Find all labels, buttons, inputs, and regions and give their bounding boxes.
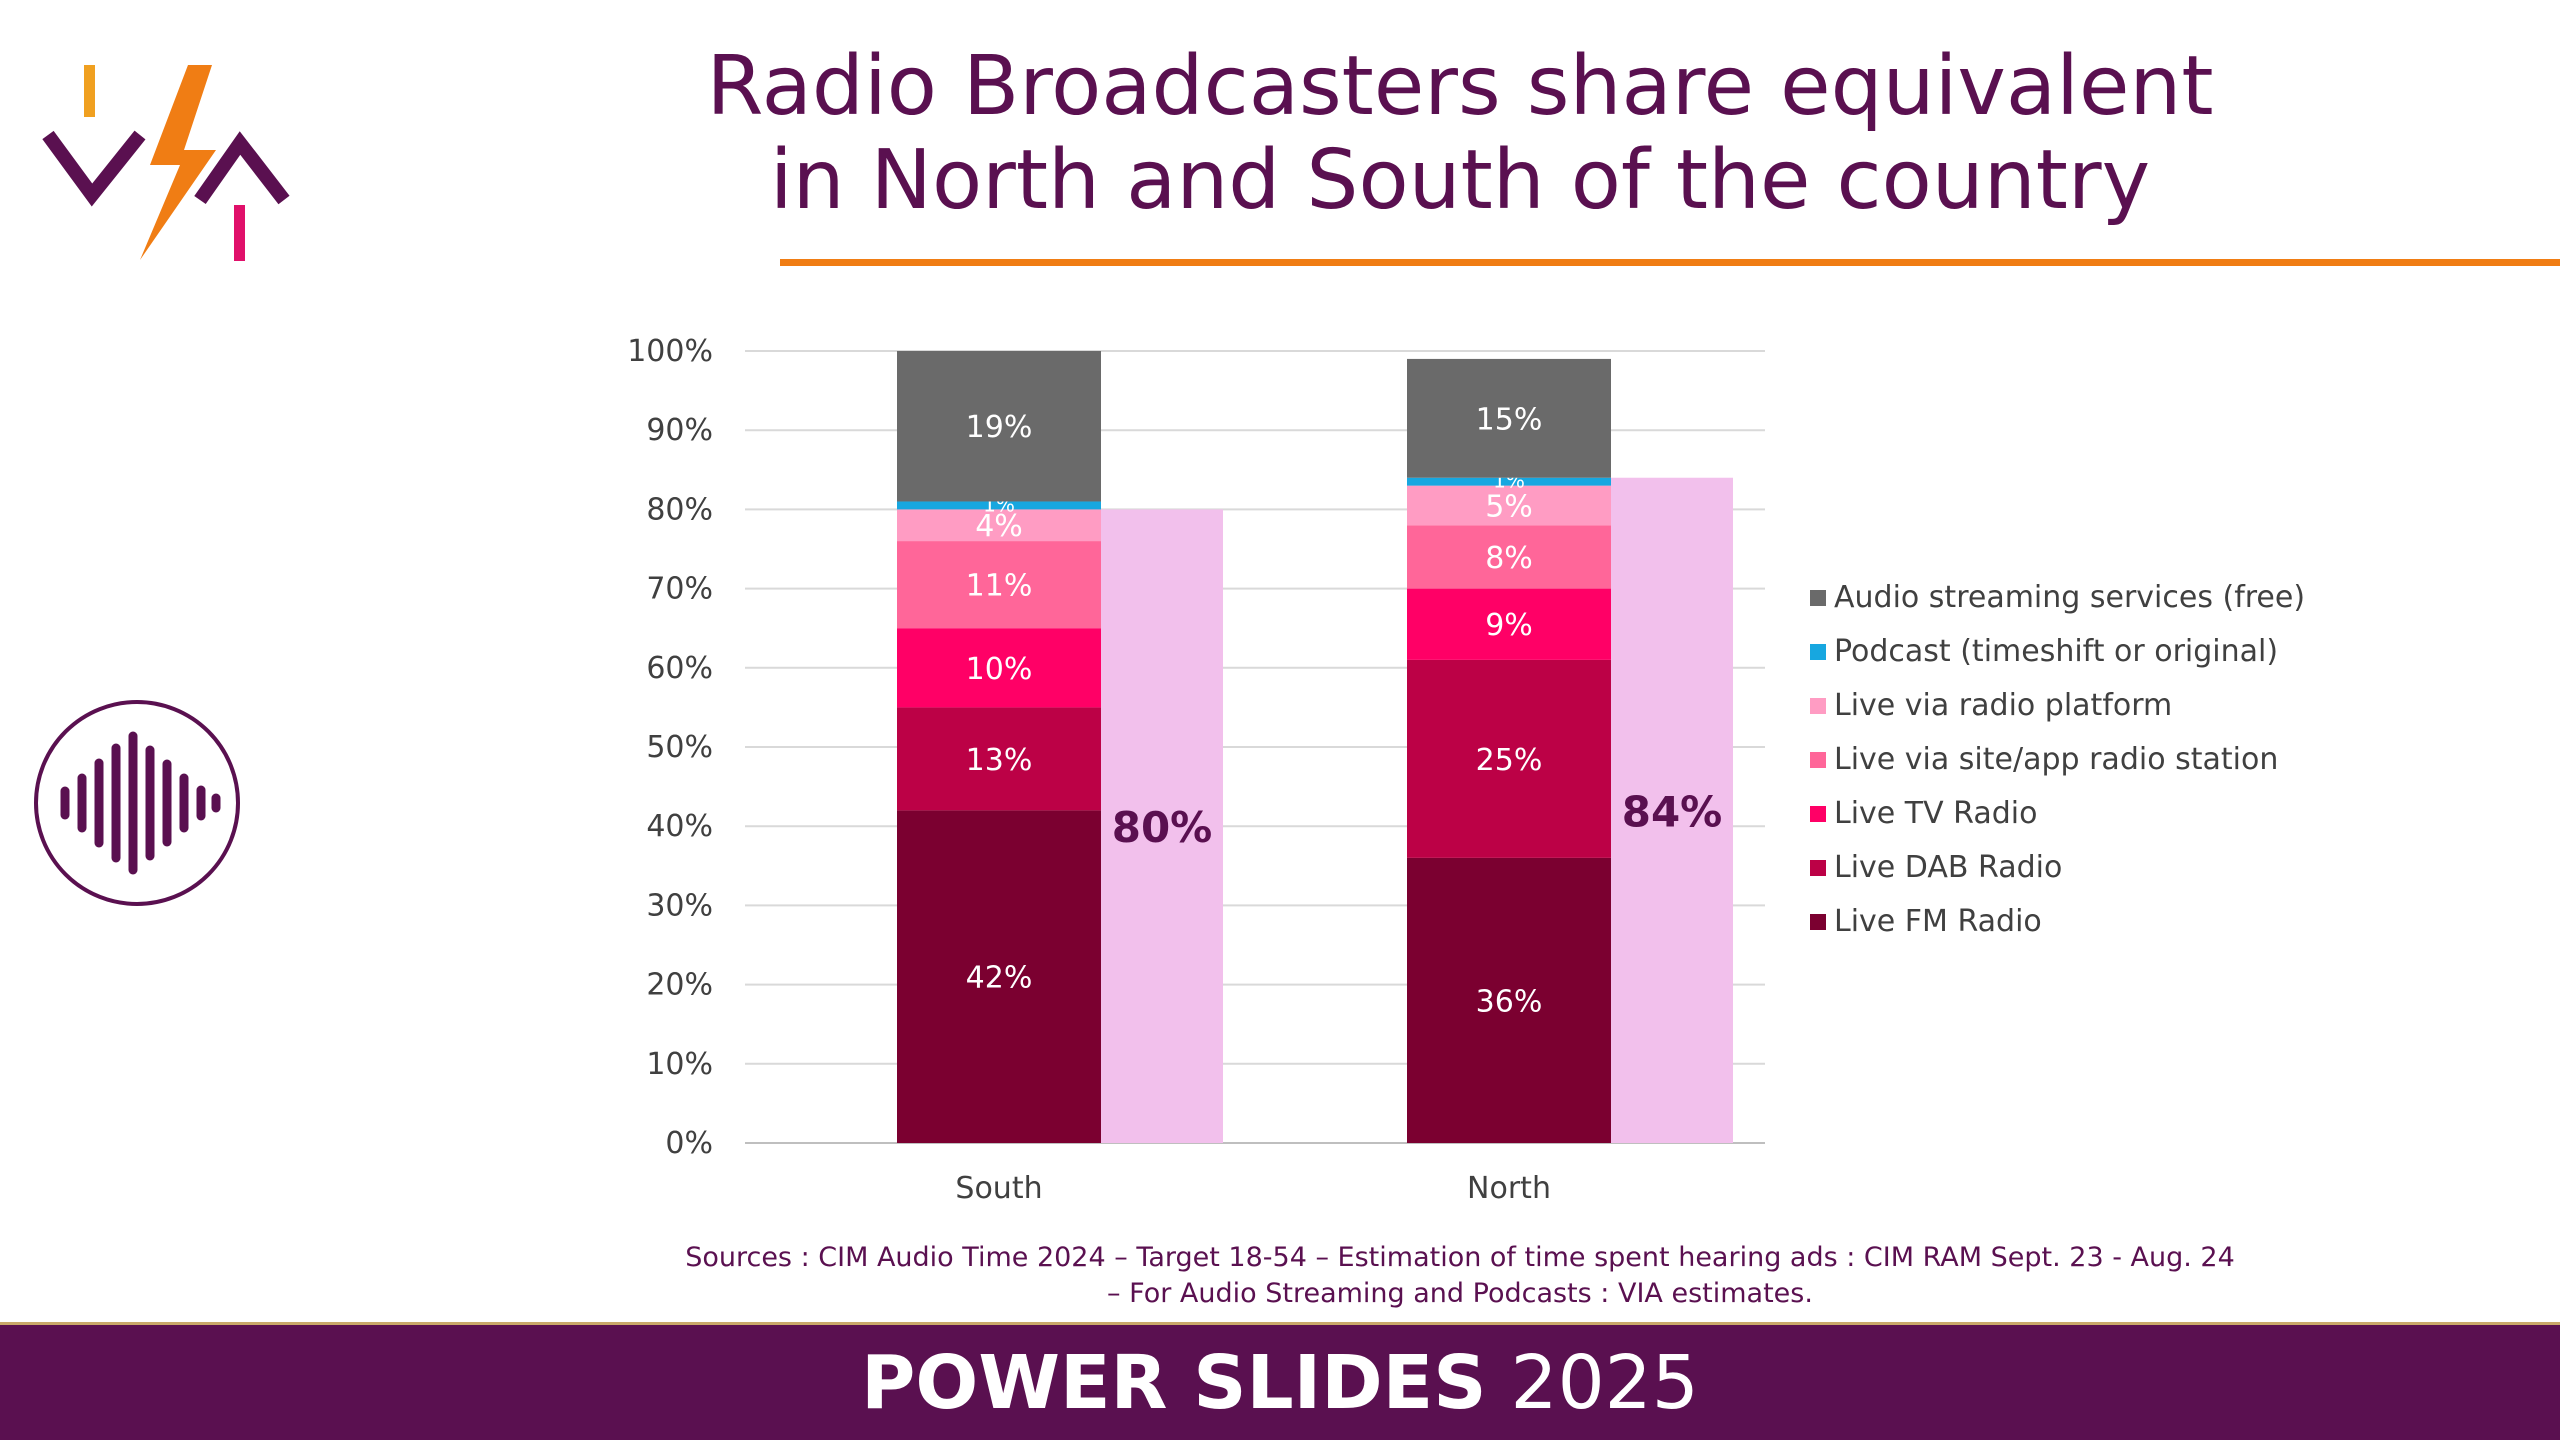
legend-label: Podcast (timeshift or original) bbox=[1834, 634, 2278, 669]
legend-swatch bbox=[1810, 698, 1826, 714]
y-tick-label: 50% bbox=[646, 730, 713, 765]
bar-segment bbox=[1407, 485, 1611, 526]
y-tick-label: 10% bbox=[646, 1047, 713, 1082]
data-label: 9% bbox=[1485, 608, 1533, 643]
title-line-1: Radio Broadcasters share equivalent bbox=[706, 39, 2214, 134]
y-tick-label: 40% bbox=[646, 809, 713, 844]
data-label: 42% bbox=[966, 961, 1033, 996]
legend-swatch bbox=[1810, 860, 1826, 876]
via-logo-icon bbox=[42, 65, 290, 261]
radio-total-label: 84% bbox=[1622, 787, 1723, 836]
data-label: 5% bbox=[1485, 489, 1533, 524]
bar-segment bbox=[897, 351, 1101, 502]
bar-segment bbox=[897, 501, 1101, 510]
sound-wave-icon bbox=[34, 700, 240, 906]
y-tick-label: 70% bbox=[646, 572, 713, 607]
y-tick-label: 80% bbox=[646, 492, 713, 527]
radio-total-bar bbox=[1611, 477, 1733, 1144]
sources-line-1: Sources : CIM Audio Time 2024 – Target 1… bbox=[685, 1242, 2235, 1273]
legend-swatch bbox=[1810, 914, 1826, 930]
bar-segment bbox=[1407, 659, 1611, 858]
legend-swatch bbox=[1810, 590, 1826, 606]
legend-swatch bbox=[1810, 752, 1826, 768]
y-tick-label: 60% bbox=[646, 651, 713, 686]
legend-swatch bbox=[1810, 806, 1826, 822]
data-label: 36% bbox=[1476, 984, 1543, 1019]
legend-label: Live DAB Radio bbox=[1834, 850, 2062, 885]
bar-segment bbox=[1407, 857, 1611, 1143]
data-label: 13% bbox=[966, 743, 1033, 778]
footer-banner: POWER SLIDES 2025 bbox=[0, 1322, 2560, 1440]
y-tick-label: 0% bbox=[665, 1126, 713, 1161]
footer-brand: POWER SLIDES bbox=[861, 1339, 1487, 1426]
legend-swatch bbox=[1810, 644, 1826, 660]
data-label: 25% bbox=[1476, 743, 1543, 778]
legend-label: Live via site/app radio station bbox=[1834, 742, 2278, 777]
bar-segment bbox=[1407, 477, 1611, 486]
page-title: Radio Broadcasters share equivalent in N… bbox=[700, 40, 2220, 228]
data-label: 10% bbox=[966, 652, 1033, 687]
bar-segment bbox=[1407, 358, 1611, 478]
sources-line-2: – For Audio Streaming and Podcasts : VIA… bbox=[1107, 1278, 1813, 1309]
data-label: 11% bbox=[966, 569, 1033, 604]
data-label: 19% bbox=[966, 410, 1033, 445]
legend-label: Audio streaming services (free) bbox=[1834, 580, 2305, 615]
y-tick-label: 100% bbox=[627, 334, 713, 369]
legend-label: Live TV Radio bbox=[1834, 796, 2037, 831]
bar-segment bbox=[897, 628, 1101, 708]
title-line-2: in North and South of the country bbox=[769, 133, 2151, 228]
bar-segment bbox=[1407, 525, 1611, 589]
data-label: 15% bbox=[1476, 402, 1543, 437]
y-tick-label: 30% bbox=[646, 888, 713, 923]
bar-segment bbox=[897, 509, 1101, 542]
x-tick-label: South bbox=[955, 1171, 1042, 1206]
bar-segment bbox=[897, 810, 1101, 1143]
sources-note: Sources : CIM Audio Time 2024 – Target 1… bbox=[560, 1240, 2360, 1312]
y-tick-label: 90% bbox=[646, 413, 713, 448]
legend-label: Live via radio platform bbox=[1834, 688, 2172, 723]
data-label: 8% bbox=[1485, 541, 1533, 576]
bar-segment bbox=[897, 541, 1101, 629]
title-underline bbox=[780, 259, 2560, 266]
x-tick-label: North bbox=[1467, 1171, 1551, 1206]
bar-segment bbox=[1407, 588, 1611, 660]
data-label: 4% bbox=[975, 509, 1023, 544]
footer-year: 2025 bbox=[1510, 1339, 1699, 1426]
legend-label: Live FM Radio bbox=[1834, 904, 2042, 939]
stacked-bar-chart: 0% 10% 20% 30% 40% 50% 60% 70% 80% 90% 100% 42% 13% 1… bbox=[627, 334, 2305, 1206]
y-tick-label: 20% bbox=[646, 968, 713, 1003]
bar-segment bbox=[897, 707, 1101, 811]
radio-total-label: 80% bbox=[1112, 803, 1213, 852]
radio-total-bar bbox=[1101, 509, 1223, 1143]
